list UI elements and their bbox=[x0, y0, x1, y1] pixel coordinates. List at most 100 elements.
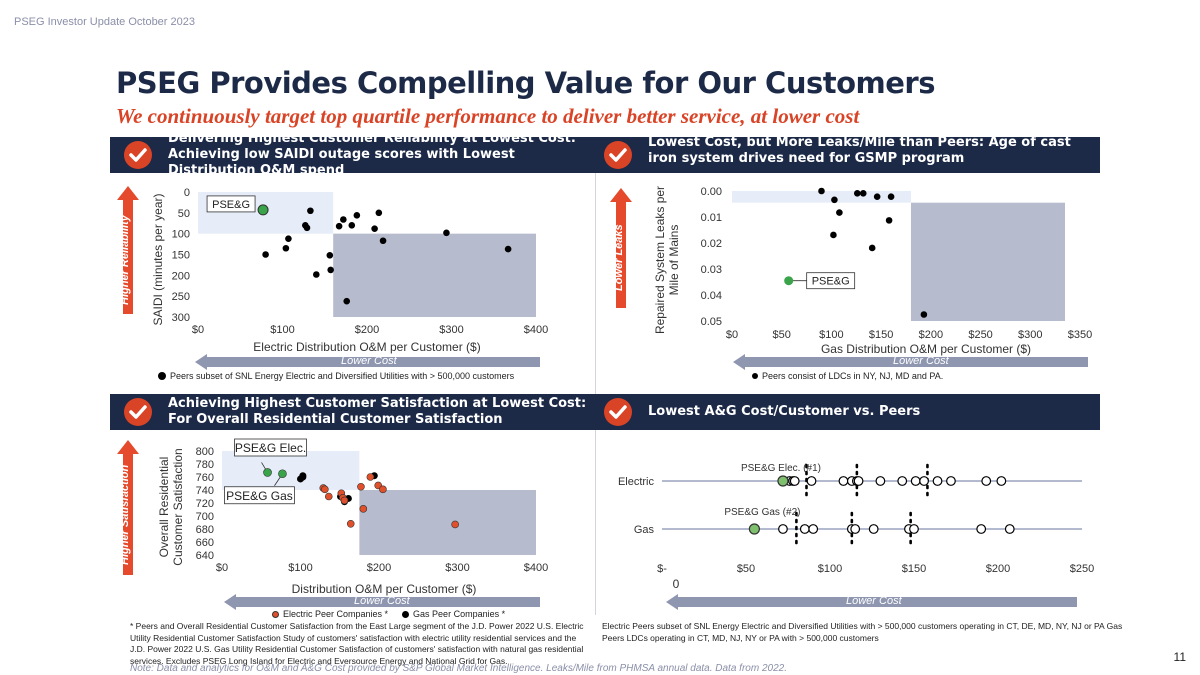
chart-saidi: 0 50 100 150 200 250 300$0 $100 $200 $300 $400 Elec… bbox=[151, 187, 548, 354]
pseg-gas-label: PSE&G Gas bbox=[226, 489, 293, 503]
peer-point bbox=[836, 209, 843, 216]
x-tick-label: $400 bbox=[524, 562, 548, 574]
x-tick-label: $300 bbox=[1018, 329, 1042, 341]
electric-peer-point bbox=[875, 476, 886, 486]
peer-point bbox=[830, 231, 837, 239]
gas-peer-point bbox=[976, 524, 987, 534]
electric-peer-point bbox=[946, 476, 956, 486]
x-tick-label: $250 bbox=[1070, 563, 1094, 575]
y-tick-label: 0 bbox=[184, 187, 190, 199]
peer-point bbox=[285, 235, 292, 242]
column-divider bbox=[595, 160, 596, 615]
x-tick-label: $- bbox=[657, 563, 667, 575]
y-tick-label: 760 bbox=[196, 472, 214, 484]
gas-peer-point bbox=[799, 524, 810, 534]
peer-point bbox=[868, 244, 876, 252]
y-axis-label-line2: Customer Satisfaction bbox=[171, 448, 185, 565]
legend-gas-text: Gas Peer Companies * bbox=[413, 609, 506, 619]
pseg-gas-point bbox=[278, 469, 287, 479]
y-tick-label: 0.00 bbox=[701, 186, 722, 198]
x-tick-label: $0 bbox=[216, 562, 228, 574]
electric-peer-point bbox=[910, 476, 921, 486]
top-quartile-shade bbox=[222, 451, 360, 490]
x-tick-label: $200 bbox=[986, 563, 1010, 575]
y-tick-label: 660 bbox=[196, 537, 214, 549]
x-tick-label: $400 bbox=[524, 324, 548, 336]
data-source-note: Note: Data and analytics for O&M and A&G… bbox=[130, 663, 787, 674]
x-tick-label: $200 bbox=[919, 329, 943, 341]
bottom-quartile-shade bbox=[359, 490, 536, 555]
up-arrow-icon bbox=[610, 188, 632, 308]
pseg-gas-label-box bbox=[224, 486, 295, 505]
peer-point bbox=[818, 187, 825, 195]
electric-peer-point bbox=[379, 485, 387, 494]
peer-point bbox=[335, 222, 343, 230]
pseg-elec-point bbox=[777, 475, 789, 487]
cost-label-tr: Lower Cost bbox=[893, 355, 949, 367]
side-label-leaks: Lower Leaks bbox=[613, 224, 625, 291]
x-tick-label: $0 bbox=[192, 324, 204, 336]
electric-peer-point bbox=[321, 485, 329, 494]
y-tick-label: 150 bbox=[172, 250, 190, 262]
electric-peer-point bbox=[838, 476, 849, 486]
footnote-ag: Electric Peers subset of SNL Energy Elec… bbox=[602, 621, 1123, 643]
electric-peer-point bbox=[357, 482, 365, 491]
x-tick-label: $100 bbox=[288, 562, 312, 574]
cost-arrow-tr: Lower Cost bbox=[733, 354, 1088, 370]
cost-label-br: Lower Cost bbox=[846, 595, 902, 607]
electric-peer-point bbox=[981, 476, 992, 486]
peer-point bbox=[379, 237, 387, 245]
y-tick-label: 700 bbox=[196, 511, 214, 523]
electric-peer-point bbox=[932, 476, 943, 486]
y-axis-label-line1: Repaired System Leaks per bbox=[653, 186, 667, 334]
peer-point bbox=[303, 224, 311, 232]
electric-peer-point bbox=[996, 476, 1007, 486]
pseg-elec-label: PSE&G Elec. bbox=[235, 441, 306, 455]
category-label-electric: Electric bbox=[618, 476, 655, 488]
y-tick-label: 680 bbox=[196, 524, 214, 536]
cost-arrow-br: Lower Cost bbox=[666, 594, 1077, 610]
y-tick-label: 300 bbox=[172, 312, 190, 324]
electric-peer-point bbox=[451, 520, 459, 529]
peer-dot-icon bbox=[158, 372, 166, 380]
x-tick-label: $150 bbox=[902, 563, 926, 575]
satisfaction-arrow bbox=[117, 440, 139, 575]
y-tick-label: 250 bbox=[172, 291, 190, 303]
gas-peer-point bbox=[868, 524, 879, 534]
gas-peer-point bbox=[1004, 524, 1015, 534]
electric-peer-point bbox=[359, 505, 368, 513]
peer-point bbox=[326, 252, 334, 259]
x-axis-label: Distribution O&M per Customer ($) bbox=[292, 582, 477, 596]
gas-peer-point bbox=[299, 472, 307, 480]
electric-peer-point bbox=[853, 476, 864, 486]
electric-peer-point bbox=[789, 476, 800, 486]
bottom-quartile-shade bbox=[333, 233, 536, 317]
peer-point bbox=[371, 225, 378, 232]
pseg-label: PSE&G bbox=[212, 199, 250, 211]
x-tick-label: $100 bbox=[818, 563, 842, 575]
gas-peer-dot-icon bbox=[402, 610, 410, 618]
panel-header-ag: Lowest A&G Cost/Customer vs. Peers bbox=[598, 394, 1100, 430]
panel-header-reliability: Delivering Highest Customer Reliability … bbox=[110, 131, 598, 178]
cost-arrow-bl: Lower Cost bbox=[224, 594, 540, 610]
legend-bl: Electric Peer Companies * Gas Peer Compa… bbox=[272, 609, 505, 619]
x-zero-label: 0 bbox=[673, 577, 680, 591]
up-arrow-icon bbox=[117, 186, 139, 314]
x-tick-label: $50 bbox=[773, 329, 791, 341]
y-tick-label: 640 bbox=[196, 550, 214, 562]
panel-heading: Delivering Highest Customer Reliability … bbox=[168, 131, 576, 178]
y-tick-label: 740 bbox=[196, 485, 214, 497]
peer-point bbox=[504, 245, 512, 253]
leaks-arrow bbox=[610, 188, 632, 308]
peer-dot-icon bbox=[752, 373, 758, 379]
x-tick-label: $200 bbox=[367, 562, 391, 574]
x-axis-label: Gas Distribution O&M per Customer ($) bbox=[821, 342, 1031, 356]
y-tick-label: 0.02 bbox=[701, 238, 722, 250]
pseg-gas-point bbox=[748, 523, 760, 535]
y-tick-label: 780 bbox=[196, 459, 214, 471]
peer-point bbox=[353, 212, 361, 219]
panel-heading: Lowest Cost, but More Leaks/Mile than Pe… bbox=[648, 135, 1071, 166]
x-tick-label: $0 bbox=[726, 329, 738, 341]
page-number: 11 bbox=[1173, 650, 1186, 664]
y-tick-label: 0.01 bbox=[701, 212, 722, 224]
